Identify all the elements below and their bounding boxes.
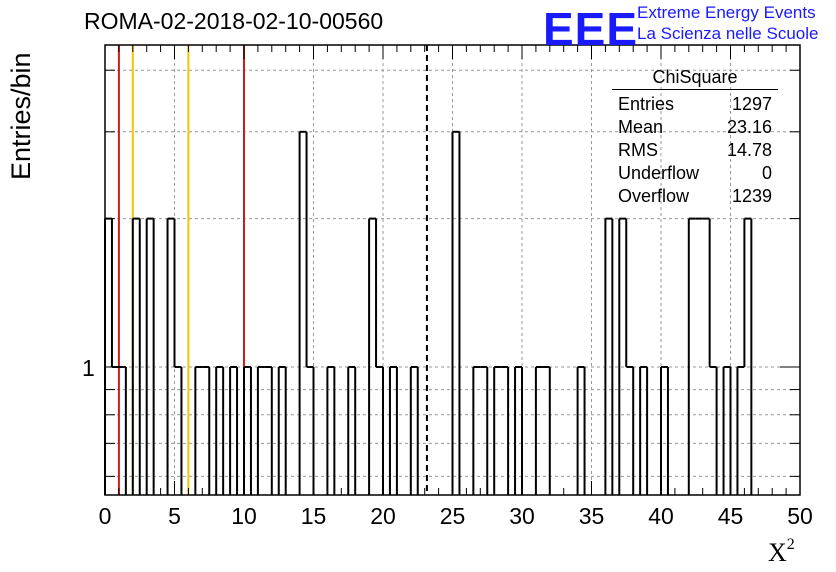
stats-value: 1239 bbox=[731, 186, 772, 206]
x-tick-label: 50 bbox=[787, 503, 813, 529]
stats-value: 23.16 bbox=[726, 117, 772, 137]
chart-title: ROMA-02-2018-02-10-00560 bbox=[84, 8, 384, 34]
stats-row-overflow: Overflow 1239 bbox=[612, 185, 778, 208]
x-axis-label-base: X bbox=[768, 538, 787, 567]
stats-title: ChiSquare bbox=[612, 67, 778, 90]
y-axis-label: Entries/bin bbox=[6, 52, 36, 180]
stats-value: 1297 bbox=[731, 94, 772, 114]
x-tick-labels: 0 5 10 15 20 25 30 35 40 45 50 bbox=[99, 503, 813, 529]
x-tick-label: 35 bbox=[579, 503, 605, 529]
stats-value: 14.78 bbox=[726, 140, 772, 160]
x-tick-label: 10 bbox=[231, 503, 257, 529]
stats-row-rms: RMS 14.78 bbox=[612, 139, 778, 162]
x-tick-label: 45 bbox=[718, 503, 744, 529]
reference-lines bbox=[117, 45, 428, 495]
logo-line-2: La Scienza nelle Scuole bbox=[637, 24, 819, 43]
x-tick-label: 5 bbox=[168, 503, 181, 529]
stats-value: 0 bbox=[761, 163, 772, 183]
y-tick-label-1: 1 bbox=[82, 355, 95, 381]
stats-label: Overflow bbox=[618, 186, 690, 206]
stats-row-underflow: Underflow 0 bbox=[612, 162, 778, 185]
eee-logo-mark: EEE bbox=[543, 3, 639, 55]
stats-label: Entries bbox=[618, 94, 675, 114]
stats-row-mean: Mean 23.16 bbox=[612, 116, 778, 139]
stats-label: RMS bbox=[618, 140, 658, 160]
x-tick-label: 40 bbox=[648, 503, 674, 529]
stats-row-entries: Entries 1297 bbox=[612, 93, 778, 116]
axis-ticks bbox=[104, 45, 801, 495]
x-axis-label: X2 bbox=[768, 536, 795, 568]
x-tick-label: 0 bbox=[99, 503, 112, 529]
stats-label: Underflow bbox=[618, 163, 700, 183]
x-axis-label-superscript: 2 bbox=[786, 536, 795, 553]
x-tick-label: 25 bbox=[440, 503, 466, 529]
x-tick-label: 20 bbox=[370, 503, 396, 529]
x-tick-label: 30 bbox=[509, 503, 535, 529]
x-tick-label: 15 bbox=[301, 503, 327, 529]
stats-box: ChiSquare Entries 1297 Mean 23.16 RMS 14.78… bbox=[612, 67, 778, 208]
stats-label: Mean bbox=[618, 117, 664, 137]
logo-line-1: Extreme Energy Events bbox=[637, 3, 816, 22]
